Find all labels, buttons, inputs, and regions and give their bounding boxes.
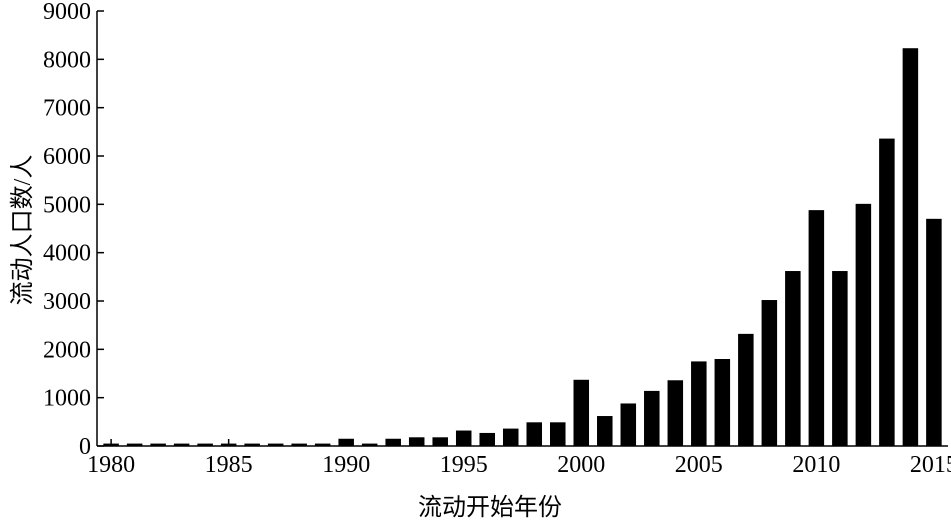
bar [785, 271, 801, 446]
y-tick-label: 8000 [43, 47, 91, 73]
bar [408, 437, 425, 446]
x-tick-label: 2015 [910, 452, 951, 478]
bar [855, 203, 872, 446]
bar [385, 438, 401, 446]
bar [455, 430, 472, 446]
x-tick-label: 2005 [675, 452, 723, 478]
y-tick-label: 3000 [43, 289, 91, 315]
bar [220, 443, 237, 446]
bar [808, 210, 825, 446]
bar [197, 443, 213, 446]
bar [150, 443, 166, 446]
y-tick-label: 6000 [43, 144, 91, 170]
x-tick-label: 1980 [87, 452, 135, 478]
bar [738, 333, 754, 446]
bar [126, 443, 143, 446]
bar [714, 359, 731, 446]
bar [267, 443, 284, 446]
y-tick-label: 0 [79, 434, 91, 460]
bar [832, 271, 848, 446]
bar [879, 138, 895, 446]
y-tick-label: 5000 [43, 192, 91, 218]
y-tick-label: 7000 [43, 96, 91, 122]
bar [644, 390, 660, 446]
bar [338, 438, 354, 446]
bar [761, 300, 778, 446]
x-tick-label: 2010 [792, 452, 840, 478]
y-tick-label: 1000 [43, 386, 91, 412]
bar [902, 48, 919, 446]
y-tick-label: 2000 [43, 337, 91, 363]
bar [691, 361, 707, 446]
y-axis-label: 流动人口数/人 [9, 155, 36, 306]
x-tick-label: 1985 [205, 452, 253, 478]
bar [173, 443, 190, 446]
bar [620, 403, 637, 446]
y-tick-label: 4000 [43, 241, 91, 267]
x-tick-label: 1995 [440, 452, 488, 478]
bar [597, 416, 613, 446]
bar [667, 380, 684, 446]
bar [550, 422, 566, 446]
y-tick-label: 9000 [43, 0, 91, 25]
bar [244, 443, 260, 446]
bar [291, 443, 307, 446]
bar [361, 443, 378, 446]
x-tick-label: 2000 [557, 452, 605, 478]
bar [103, 443, 119, 446]
bar [479, 432, 495, 446]
x-axis-label: 流动开始年份 [418, 494, 562, 521]
x-tick-label: 1990 [322, 452, 370, 478]
bar [573, 379, 590, 446]
bar [502, 428, 519, 446]
bar [432, 437, 448, 446]
bar [526, 422, 543, 446]
bar [314, 443, 331, 446]
bar [926, 218, 942, 446]
